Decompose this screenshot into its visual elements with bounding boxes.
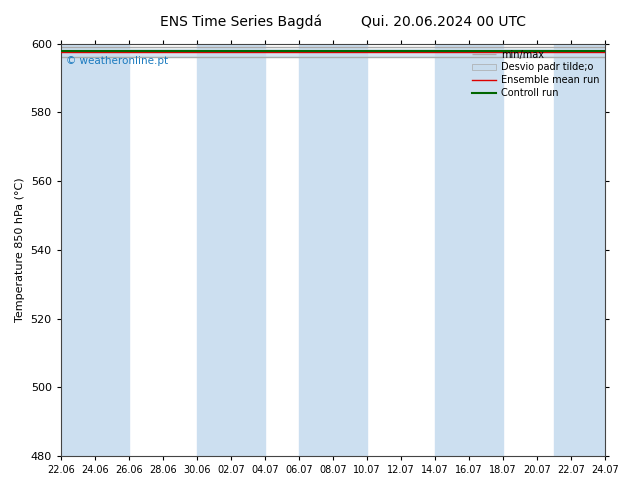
Bar (554, 44, 622, 456)
Y-axis label: Temperature 850 hPa (°C): Temperature 850 hPa (°C) (15, 177, 25, 322)
Legend: min/max, Desvio padr tilde;o, Ensemble mean run, Controll run: min/max, Desvio padr tilde;o, Ensemble m… (468, 46, 603, 102)
Text: © weatheronline.pt: © weatheronline.pt (67, 56, 169, 66)
Bar (61, 44, 129, 456)
Bar (299, 44, 367, 456)
Bar (197, 44, 265, 456)
Text: ENS Time Series Bagdá: ENS Time Series Bagdá (160, 15, 322, 29)
Bar (435, 44, 503, 456)
Text: Qui. 20.06.2024 00 UTC: Qui. 20.06.2024 00 UTC (361, 15, 526, 29)
